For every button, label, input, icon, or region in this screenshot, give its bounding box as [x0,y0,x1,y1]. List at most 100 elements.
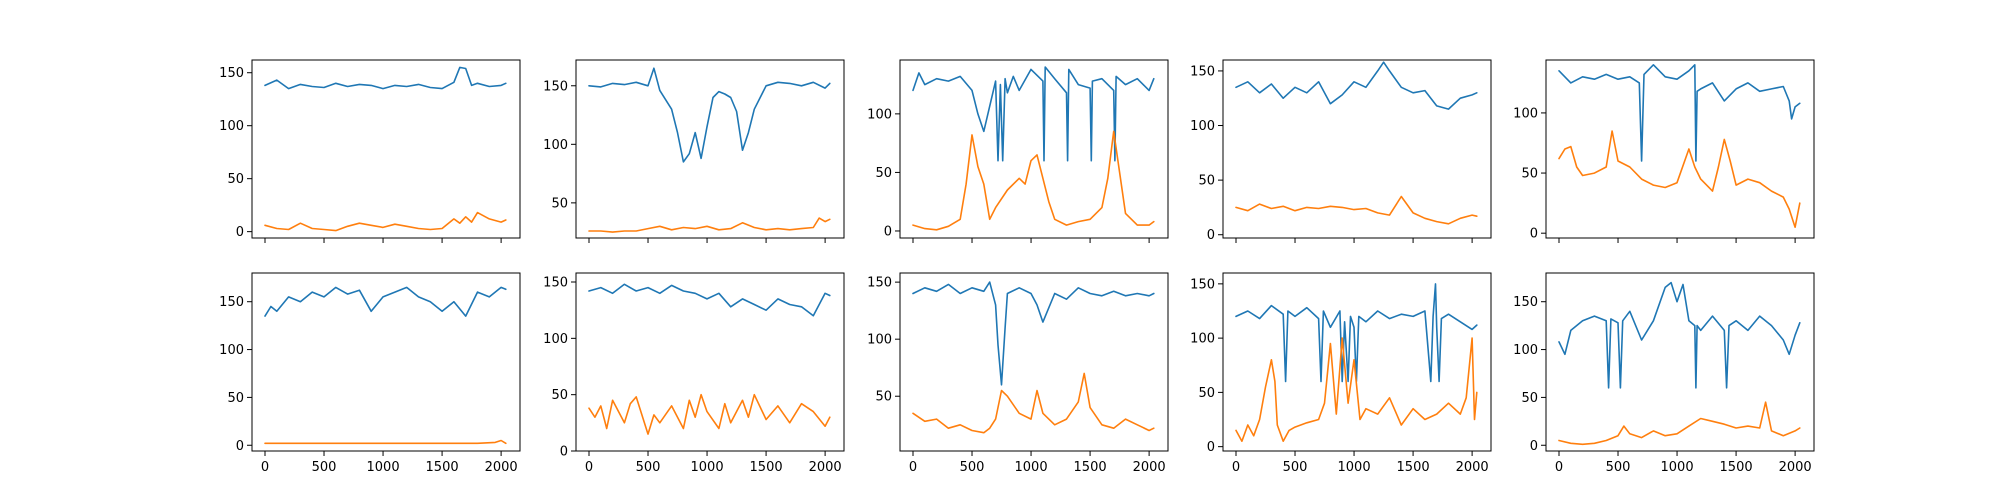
subplot-9-y-tick: 150 [1190,277,1223,292]
subplot-8-series-1-line [912,281,1155,386]
y-tick-label: 100 [219,343,244,358]
y-tick-label: 50 [1521,167,1538,182]
subplot-4-y-tick: 0 [1207,228,1223,243]
subplot-5-y-tick: 0 [1530,227,1546,242]
x-tick-label: 500 [960,460,985,475]
subplot-4-frame [1222,59,1492,239]
subplot-10-series-1-line [1558,281,1801,389]
subplot-9-x-tick: 500 [1283,451,1308,475]
subplot-7-x-tick: 500 [636,451,660,475]
y-tick-label: 50 [875,390,892,405]
subplot-4-series-1-line [1235,61,1478,110]
y-tick-label: 150 [1190,64,1215,79]
x-tick-label: 1000 [1661,460,1694,475]
subplot-10-y-tick: 100 [1513,343,1546,358]
subplot-7-y-tick: 150 [543,276,576,291]
subplot-10-x-tick: 0 [1555,451,1563,475]
subplot-6-x-tick: 500 [312,451,336,475]
y-tick-label: 50 [1198,174,1215,189]
subplot-3-y-tick: 0 [884,224,900,239]
subplot-10-x-tick: 1000 [1661,451,1694,475]
x-tick-label: 0 [1555,460,1563,475]
x-tick-label: 2000 [1133,460,1166,475]
subplot-8-series-2-line [912,372,1155,434]
subplot-10-frame [1545,272,1815,452]
subplot-6: 0 500 1000 1500 2000 0 50 100 150 [219,272,521,475]
subplot-5-series-2-line [1558,130,1801,228]
subplot-7-x-tick: 0 [585,451,593,475]
subplot-6-y-tick: 100 [219,343,252,358]
y-tick-label: 100 [1190,119,1215,134]
x-tick-label: 2000 [485,460,518,475]
subplot-5-y-tick: 100 [1513,106,1546,121]
subplot-2-y-tick: 100 [543,138,576,153]
y-tick-label: 50 [1198,386,1215,401]
y-tick-label: 50 [875,166,892,181]
subplot-8-x-tick: 0 [909,451,917,475]
subplot-10-x-tick: 500 [1606,451,1631,475]
subplot-7-y-tick: 50 [551,388,576,403]
subplot-4-y-tick: 150 [1190,64,1223,79]
subplot-4-series-2-line [1235,195,1478,225]
subplot-8-x-tick: 500 [960,451,985,475]
y-tick-label: 50 [1521,391,1538,406]
y-tick-label: 100 [543,332,568,347]
y-tick-label: 100 [1513,343,1538,358]
x-tick-label: 1500 [1074,460,1107,475]
subplot-4-y-tick: 50 [1198,174,1223,189]
subplot-6-x-tick: 0 [261,451,269,475]
subplot-1-series-1-line [264,66,507,90]
subplot-5-series-1-line [1558,64,1801,162]
subplot-9-x-tick: 2000 [1456,451,1489,475]
x-tick-label: 1500 [1397,460,1430,475]
y-tick-label: 150 [543,79,568,94]
y-tick-label: 0 [1207,440,1215,455]
subplot-7-x-tick: 1500 [750,451,783,475]
x-tick-label: 500 [1606,460,1631,475]
y-tick-label: 150 [867,276,892,291]
subplot-9-frame [1222,272,1492,452]
y-tick-label: 0 [1530,227,1538,242]
y-tick-label: 50 [551,196,568,211]
subplot-10-y-tick: 150 [1513,295,1546,310]
subplot-10-y-tick: 50 [1521,391,1546,406]
x-tick-label: 1000 [691,460,724,475]
subplot-7-series-2-line [588,393,831,435]
subplot-7-series-1-line [588,283,831,317]
subplot-3: 0 50 100 [867,59,1169,243]
subplot-8-y-tick: 100 [867,333,900,348]
y-tick-label: 100 [867,107,892,122]
y-tick-label: 100 [219,119,244,134]
subplot-1-y-tick: 100 [219,119,252,134]
x-tick-label: 1000 [1338,460,1371,475]
subplot-6-y-tick: 50 [227,391,252,406]
subplot-8-y-tick: 150 [867,276,900,291]
subplot-1-frame [251,59,521,239]
subplot-9-y-tick: 0 [1207,440,1223,455]
subplot-9-y-tick: 100 [1190,332,1223,347]
subplot-1-y-tick: 50 [227,172,252,187]
y-tick-label: 100 [543,138,568,153]
x-tick-label: 1500 [1720,460,1753,475]
subplot-7-x-tick: 1000 [691,451,724,475]
subplot-3-frame [899,59,1169,239]
subplot-6-x-tick: 1000 [367,451,400,475]
x-tick-label: 500 [1283,460,1308,475]
subplot-2-y-tick: 150 [543,79,576,94]
x-tick-label: 1000 [367,460,400,475]
subplot-1-series-2-line [264,211,507,232]
subplot-5-frame [1545,59,1815,239]
y-tick-label: 50 [227,391,244,406]
subplot-10-x-tick: 2000 [1779,451,1812,475]
x-tick-label: 0 [1232,460,1240,475]
subplot-3-y-tick: 50 [875,166,900,181]
subplot-8-x-tick: 1500 [1074,451,1107,475]
subplot-2-frame [575,59,845,239]
subplot-8-frame [899,272,1169,452]
x-tick-label: 2000 [809,460,842,475]
subplot-3-series-2-line [912,130,1155,231]
y-tick-label: 0 [560,445,568,460]
subplot-6-x-tick: 1500 [426,451,459,475]
subplot-9-x-tick: 1000 [1338,451,1371,475]
x-tick-label: 0 [261,460,269,475]
